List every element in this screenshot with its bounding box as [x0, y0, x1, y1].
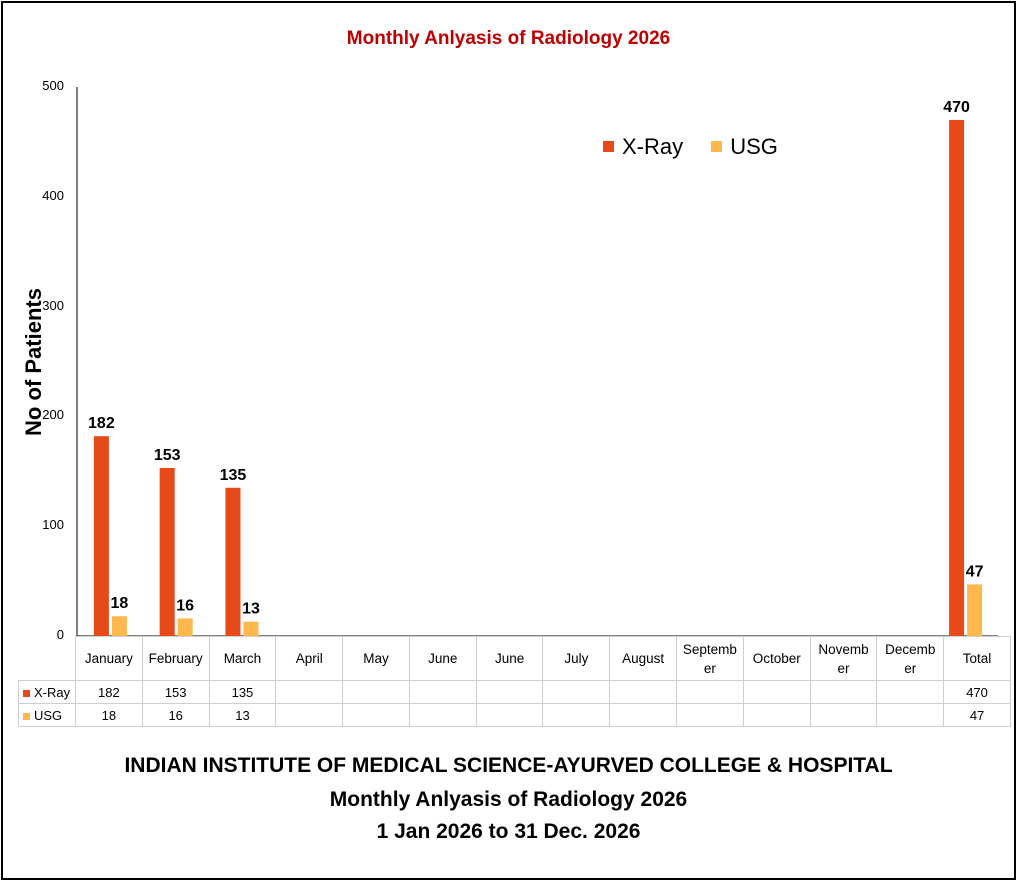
bar-xray-0 — [93, 436, 109, 636]
data-table-cell — [809, 703, 878, 727]
y-tick-label: 500 — [42, 78, 64, 93]
data-table-cell — [809, 680, 878, 704]
y-tick-label: 300 — [42, 297, 64, 313]
data-table-row-usg: USG 18 16 13 47 — [18, 703, 1011, 727]
data-table-cell: 18 — [75, 703, 143, 727]
data-label: 16 — [176, 597, 194, 614]
data-table-cell — [342, 703, 410, 727]
data-table-cell — [876, 680, 945, 704]
data-table-row-xray: X-Ray 182 153 135 470 — [18, 680, 1011, 704]
bar-xray-2 — [225, 487, 241, 636]
category-label: June — [475, 636, 544, 681]
data-table-cell — [609, 680, 678, 704]
data-label: 13 — [242, 601, 260, 618]
data-label: 153 — [154, 447, 181, 464]
category-label: July — [542, 636, 611, 681]
data-table-header-row: January February March April May June June July… — [19, 636, 1011, 681]
category-label: June — [408, 636, 477, 681]
footer-institute: INDIAN INSTITUTE OF MEDICAL SCIENCE-AYUR… — [124, 754, 893, 777]
data-table-corner — [19, 637, 76, 681]
category-label: January — [75, 636, 143, 681]
legend-swatch-usg — [711, 141, 723, 152]
data-label: 47 — [966, 563, 984, 580]
legend: X-Ray USG — [603, 132, 800, 160]
bar-usg-0 — [111, 616, 127, 636]
data-table-cell — [408, 703, 477, 727]
category-label: Septemb er — [676, 636, 744, 681]
data-table-cell — [542, 680, 611, 704]
y-tick-label: 200 — [42, 407, 64, 423]
data-table-series-name: USG — [34, 707, 63, 723]
data-table-series-name: X-Ray — [34, 684, 71, 700]
y-tick-label: 400 — [42, 187, 64, 203]
data-table-cell: 16 — [141, 703, 210, 727]
data-table-cell — [475, 703, 544, 727]
footer-date-range: 1 Jan 2026 to 31 Dec. 2026 — [376, 820, 641, 843]
bar-usg-1 — [177, 618, 193, 636]
category-label: February — [141, 636, 210, 681]
data-table-cell — [609, 703, 678, 727]
legend-swatch-xray — [603, 141, 614, 152]
data-table: January February March April May June June July… — [18, 636, 1011, 727]
data-table-swatch-usg — [23, 712, 30, 720]
category-label: Total — [943, 636, 1011, 681]
data-label: 135 — [220, 467, 247, 484]
data-table-cell — [876, 703, 945, 727]
legend-item-usg: USG — [711, 134, 778, 160]
data-table-cell — [742, 680, 811, 704]
data-table-cell — [275, 703, 344, 727]
category-label: Decemb er — [876, 636, 945, 681]
footer-report-title: Monthly Anlyasis of Radiology 2026 — [329, 788, 688, 811]
y-tick-label: 100 — [42, 517, 64, 533]
category-label: Novemb er — [809, 636, 878, 681]
data-table-cell — [742, 703, 811, 727]
legend-item-xray: X-Ray — [603, 134, 683, 160]
bar-xray-1 — [159, 468, 175, 636]
data-table-cell: 153 — [141, 680, 210, 704]
legend-label-usg: USG — [730, 133, 778, 159]
data-table-cell: 135 — [208, 680, 277, 704]
bar-xray-13 — [949, 119, 965, 636]
data-label: 182 — [88, 415, 115, 432]
data-table-cell: 182 — [75, 680, 143, 704]
legend-label-xray: X-Ray — [622, 133, 684, 159]
category-label: April — [275, 636, 344, 681]
data-table-swatch-xray — [23, 689, 30, 697]
category-label: May — [342, 636, 410, 681]
bar-usg-2 — [243, 621, 259, 636]
data-table-series-label: USG — [18, 703, 76, 727]
category-label: March — [208, 636, 277, 681]
data-table-cell — [342, 680, 410, 704]
data-table-cell — [542, 703, 611, 727]
bar-usg-13 — [967, 584, 983, 636]
data-table-cell — [275, 680, 344, 704]
category-label: August — [609, 636, 678, 681]
data-table-cell — [676, 680, 744, 704]
data-table-cell: 470 — [943, 680, 1011, 704]
data-table-series-label: X-Ray — [18, 680, 76, 704]
data-table-cell: 47 — [943, 703, 1011, 727]
data-table-cell — [475, 680, 544, 704]
y-tick-label: 0 — [56, 627, 64, 642]
data-label: 18 — [110, 595, 128, 612]
data-table-cell — [408, 680, 477, 704]
chart-title: Monthly Anlyasis of Radiology 2026 — [346, 28, 671, 49]
data-label: 470 — [943, 99, 970, 116]
data-table-cell — [676, 703, 744, 727]
category-label: October — [742, 636, 811, 681]
data-table-cell: 13 — [208, 703, 277, 727]
